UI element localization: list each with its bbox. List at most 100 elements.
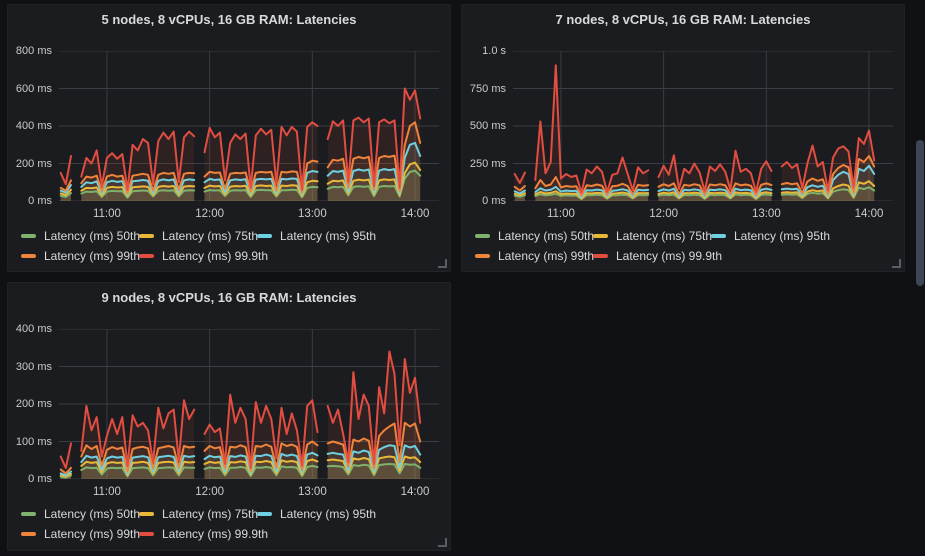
series-line	[80, 130, 196, 191]
x-tick-label: 11:00	[92, 486, 121, 498]
x-tick-label: 14:00	[854, 208, 884, 220]
y-tick-label: 200 ms	[15, 157, 52, 170]
series-line	[534, 64, 650, 194]
legend-item-99th[interactable]: Latency (ms) 99th	[21, 248, 141, 263]
legend-dash	[21, 233, 36, 238]
legend-row: Latency (ms) 50th Latency (ms) 75th Latenc…	[21, 228, 442, 243]
legend-item-99th[interactable]: Latency (ms) 99th	[475, 249, 594, 263]
chart-svg	[59, 51, 439, 201]
chart-plot-area[interactable]	[59, 51, 439, 201]
legend-item-99th[interactable]: Latency (ms) 99th	[21, 526, 141, 541]
series-area	[81, 467, 195, 479]
chart-svg	[513, 51, 893, 201]
y-tick-label: 0 ms	[482, 195, 506, 207]
legend-item-50th[interactable]: Latency (ms) 50th	[475, 228, 595, 243]
series-line	[657, 191, 773, 200]
y-tick-label: 600 ms	[15, 82, 52, 95]
legend-item-99.9th[interactable]: Latency (ms) 99.9th	[593, 249, 722, 263]
series-line	[326, 121, 422, 192]
series-area	[204, 465, 318, 479]
legend-dash	[139, 253, 154, 258]
x-tick-label: 11:00	[92, 208, 121, 220]
y-tick-label: 250 ms	[469, 157, 506, 170]
legend-label: Latency (ms) 99th	[44, 248, 141, 263]
series-area	[204, 441, 318, 479]
panel-title[interactable]: 9 nodes, 8 vCPUs, 16 GB RAM: Latencies	[101, 290, 357, 305]
series-line	[780, 164, 876, 198]
series-line	[80, 454, 196, 475]
legend-label: Latency (ms) 50th	[498, 228, 595, 243]
chart-svg	[59, 329, 439, 479]
panel-resize-handle[interactable]	[438, 538, 447, 547]
legend-dash	[139, 233, 154, 238]
legend-dash	[21, 511, 36, 516]
series-area	[327, 464, 421, 479]
legend-item-95th[interactable]: Latency (ms) 95th	[257, 229, 376, 243]
series-area	[204, 452, 318, 479]
legend-item-50th[interactable]: Latency (ms) 50th	[21, 507, 140, 521]
legend-dash	[711, 233, 726, 238]
series-line	[203, 464, 319, 477]
legend-row: Latency (ms) 50th Latency (ms) 75th Latenc…	[21, 506, 442, 521]
series-line	[326, 463, 422, 477]
legend-item-95th[interactable]: Latency (ms) 95th	[711, 229, 830, 243]
legend-item-95th[interactable]: Latency (ms) 95th	[257, 507, 376, 521]
series-area	[781, 187, 875, 201]
legend-item-75th[interactable]: Latency (ms) 75th	[593, 228, 713, 243]
legend-label: Latency (ms) 99.9th	[616, 248, 723, 263]
legend-row: Latency (ms) 50th Latency (ms) 75th Latenc…	[475, 228, 896, 243]
panel-title[interactable]: 5 nodes, 8 vCPUs, 16 GB RAM: Latencies	[101, 12, 357, 27]
scrollbar-thumb[interactable]	[916, 140, 924, 286]
panel-resize-handle[interactable]	[438, 259, 447, 268]
y-tick-label: 0 ms	[28, 195, 52, 207]
series-line	[203, 185, 319, 199]
y-tick-label: 1.0 s	[482, 45, 506, 57]
chart-plot-area[interactable]	[59, 329, 439, 479]
chart-plot-area[interactable]	[513, 51, 893, 201]
panel-latencies-5-nodes: 5 nodes, 8 vCPUs, 16 GB RAM: Latencies 0…	[7, 4, 451, 272]
legend-item-75th[interactable]: Latency (ms) 75th	[139, 507, 258, 521]
series-line	[326, 161, 422, 196]
series-line	[780, 155, 876, 196]
legend-dash	[593, 253, 608, 258]
legend-label: Latency (ms) 95th	[280, 506, 377, 521]
series-line	[59, 442, 72, 469]
series-line	[203, 393, 319, 469]
series-line	[513, 192, 526, 197]
series-line	[80, 399, 196, 467]
legend: Latency (ms) 50th Latency (ms) 75th Latenc…	[21, 506, 442, 546]
legend-label: Latency (ms) 50th	[44, 228, 141, 243]
series-line	[657, 149, 773, 193]
series-line	[534, 176, 650, 197]
series-line	[513, 185, 526, 192]
x-tick-label: 12:00	[195, 208, 225, 220]
legend-label: Latency (ms) 75th	[162, 228, 259, 243]
legend-dash	[257, 233, 272, 238]
series-area	[204, 459, 318, 479]
legend-item-99.9th[interactable]: Latency (ms) 99.9th	[139, 249, 268, 263]
legend-label: Latency (ms) 99th	[44, 526, 141, 541]
series-line	[203, 159, 319, 194]
panel-resize-handle[interactable]	[892, 259, 901, 268]
panel-title[interactable]: 7 nodes, 8 vCPUs, 16 GB RAM: Latencies	[555, 12, 811, 27]
series-line	[59, 184, 72, 194]
legend-label: Latency (ms) 75th	[616, 228, 713, 243]
panel-latencies-7-nodes: 7 nodes, 8 vCPUs, 16 GB RAM: Latencies 0…	[461, 4, 905, 272]
series-line	[203, 170, 319, 196]
legend-row: Latency (ms) 99th Latency (ms) 99.9th	[475, 248, 896, 263]
series-line	[534, 192, 650, 201]
y-tick-label: 400 ms	[15, 120, 52, 132]
series-line	[80, 185, 196, 198]
series-area	[327, 456, 421, 479]
legend-item-50th[interactable]: Latency (ms) 50th	[21, 228, 141, 243]
legend-label: Latency (ms) 95th	[734, 228, 831, 243]
y-tick-label: 400 ms	[15, 323, 52, 335]
y-tick-label: 750 ms	[469, 82, 506, 95]
legend-item-75th[interactable]: Latency (ms) 75th	[139, 228, 259, 243]
series-line	[326, 455, 422, 475]
series-line	[203, 179, 319, 197]
y-tick-label: 500 ms	[469, 120, 506, 132]
series-line	[657, 182, 773, 197]
legend-item-99.9th[interactable]: Latency (ms) 99.9th	[139, 527, 268, 541]
